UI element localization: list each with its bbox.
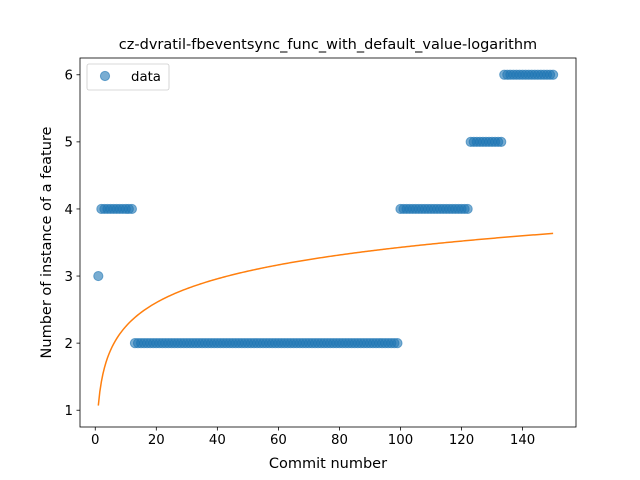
y-tick-label: 2 [65,337,73,352]
x-tick-label: 120 [449,433,474,448]
y-axis-label: Number of instance of a feature [39,126,55,358]
plot-area [93,69,559,406]
chart-title: cz-dvratil-fbeventsync_func_with_default… [119,37,537,53]
y-tick-label: 5 [65,136,73,151]
y-tick-label: 4 [65,203,73,218]
legend: data [86,63,170,91]
legend-box [86,63,170,91]
x-tick-label: 40 [209,433,226,448]
data-point [548,69,559,80]
ticks: 0 20 40 60 80 100 120 140 1 2 3 4 5 6 [65,69,536,448]
fit-line [97,232,554,406]
x-tick-label: 80 [331,433,348,448]
x-tick-label: 20 [148,433,165,448]
legend-label-data: data [131,70,161,85]
axes-frame [79,57,577,428]
x-tick-label: 60 [270,433,287,448]
x-tick-label: 140 [510,433,535,448]
y-tick-label: 6 [65,69,73,84]
data-point [126,203,137,215]
x-tick-label: 0 [91,433,99,448]
data-point [496,136,507,147]
y-tick-label: 1 [65,404,73,419]
data-point [462,203,473,215]
data-point [392,338,403,349]
x-axis-label: Commit number [269,456,387,472]
x-tick-label: 100 [388,433,413,448]
legend-marker-data [99,70,111,82]
y-tick-label: 3 [65,270,73,285]
data-point [93,270,104,282]
